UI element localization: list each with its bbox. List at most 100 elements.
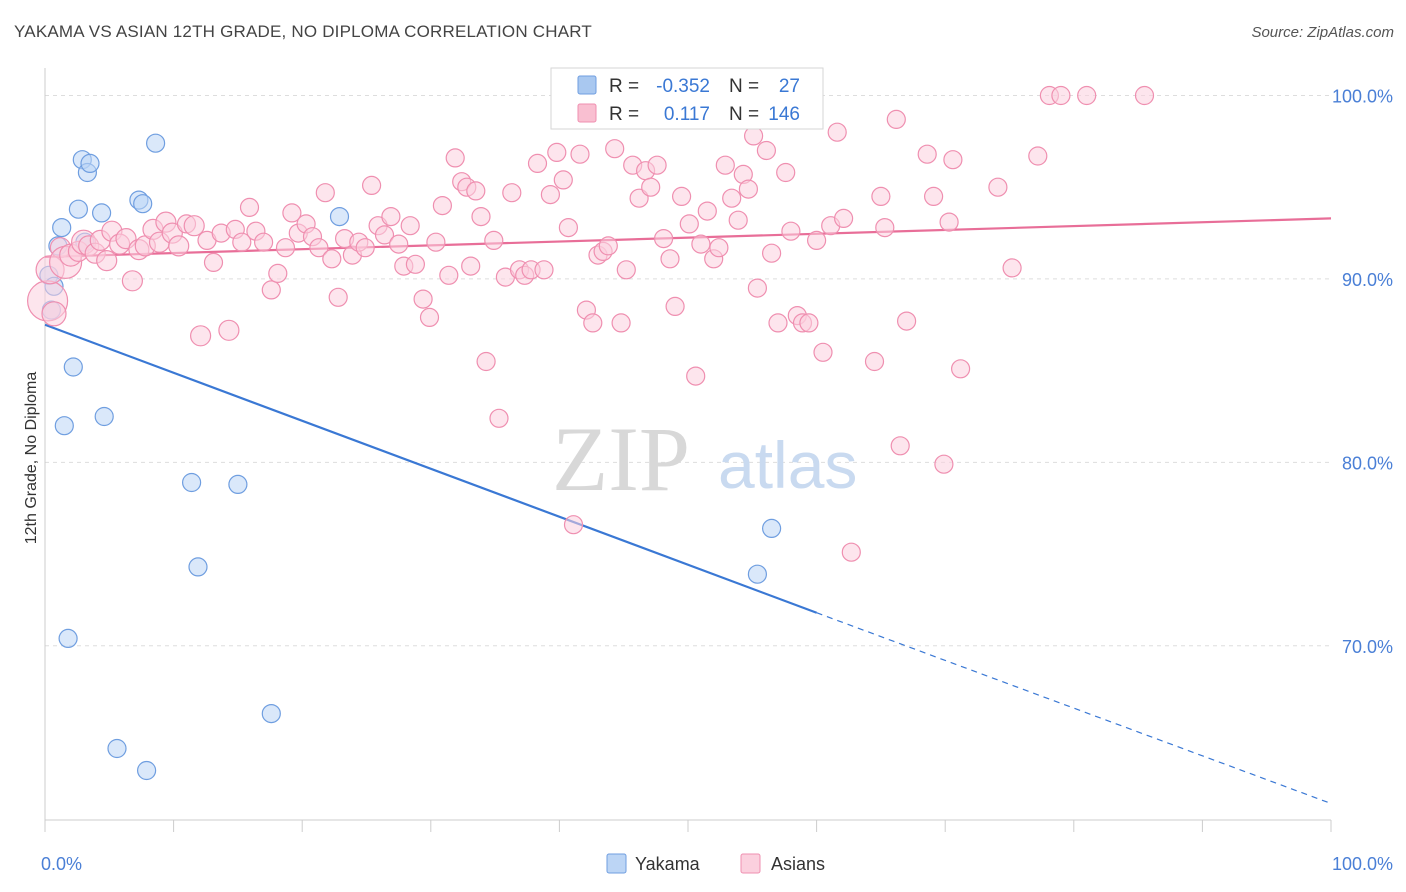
point-yakama-12 [80,153,100,173]
point-asians-102 [679,214,699,234]
point-asians-78 [534,260,554,280]
point-asians-61 [432,196,452,216]
point-asians-31 [232,232,252,252]
data-points [26,85,1155,781]
point-asians-84 [570,144,590,164]
point-asians-107 [709,238,729,258]
point-asians-35 [261,280,281,300]
point-yakama-25 [747,564,768,584]
point-asians-132 [886,109,906,130]
point-asians-29 [218,319,240,341]
point-asians-98 [653,229,674,249]
point-asians-130 [871,186,891,206]
trend-extension-yakama [816,612,1332,805]
point-asians-105 [697,201,717,221]
point-asians-96 [641,177,661,197]
x-tick-label-0: 0.0% [41,854,82,874]
legend-label-asians[interactable]: Asians [771,854,825,874]
point-asians-94 [629,188,649,208]
point-yakama-19 [146,133,166,153]
stats-swatch-asians [577,103,597,123]
point-asians-117 [768,313,788,333]
chart-title: YAKAMA VS ASIAN 12TH GRADE, NO DIPLOMA C… [14,22,593,41]
point-asians-66 [461,256,481,276]
point-yakama-26 [761,518,782,539]
point-asians-109 [722,188,742,208]
watermark-atlas: atlas [718,428,857,502]
point-yakama-5 [54,416,74,436]
point-asians-25 [190,325,212,347]
point-asians-110 [728,210,748,230]
point-asians-116 [761,243,782,263]
point-asians-80 [547,142,567,162]
stats-r-label-yakama: R = [609,76,639,97]
stats-n-value-asians: 146 [768,104,800,125]
point-asians-135 [917,144,937,164]
point-asians-2 [41,301,67,327]
point-asians-77 [527,153,548,173]
point-asians-82 [558,218,579,238]
watermark: ZIP atlas [552,408,857,510]
point-asians-32 [239,197,260,217]
point-yakama-7 [63,357,83,377]
point-asians-103 [686,366,706,386]
point-yakama-23 [261,703,281,724]
stats-n-value-yakama: 27 [779,76,800,97]
point-asians-140 [950,359,971,379]
point-yakama-6 [58,628,78,649]
point-asians-49 [355,238,375,258]
y-tick-label-3: 70.0% [1342,637,1393,657]
watermark-zip: ZIP [552,408,690,510]
point-asians-122 [799,313,819,333]
point-asians-38 [282,203,302,223]
stats-swatch-yakama [577,75,597,95]
point-asians-134 [896,311,917,331]
stats-n-label-yakama: N = [729,76,759,97]
stats-r-value-asians: 0.117 [664,104,710,125]
point-asians-24 [183,215,205,237]
point-asians-15 [121,270,143,292]
point-asians-37 [275,238,296,258]
point-asians-71 [489,408,509,428]
point-asians-146 [1077,85,1097,106]
legend-swatch-asians[interactable] [740,853,761,874]
legend-label-yakama[interactable]: Yakama [635,854,701,874]
stats-box: R = -0.352 N = 27 R = 0.117 N = 146 [550,67,824,130]
point-yakama-14 [94,406,114,427]
stats-n-label-asians: N = [729,104,759,125]
point-asians-97 [647,155,667,175]
point-asians-52 [374,225,395,245]
point-asians-60 [426,232,446,252]
point-yakama-21 [188,557,208,577]
stats-r-label-asians: R = [609,104,639,125]
point-asians-141 [988,177,1008,197]
point-asians-54 [389,234,409,254]
point-asians-101 [671,186,692,206]
point-asians-136 [923,186,944,206]
point-asians-53 [381,207,401,227]
point-asians-124 [813,342,833,362]
y-tick-label-1: 90.0% [1342,270,1393,290]
point-asians-114 [747,278,768,298]
point-asians-27 [203,252,224,272]
point-asians-36 [268,263,288,283]
point-asians-59 [419,307,440,327]
point-asians-68 [471,207,491,227]
point-asians-89 [598,236,618,256]
point-asians-118 [776,162,796,183]
legend-swatch-yakama[interactable] [606,853,627,874]
point-yakama-17 [133,194,153,214]
point-asians-100 [665,296,685,316]
series-asians [26,85,1155,562]
point-asians-92 [616,260,636,280]
point-asians-112 [738,179,759,199]
point-yakama-22 [228,474,248,494]
point-asians-104 [691,234,711,254]
point-asians-43 [315,183,335,203]
point-asians-42 [309,238,329,258]
point-yakama-4 [52,218,72,238]
point-asians-139 [943,150,963,170]
point-asians-67 [466,181,486,201]
point-asians-58 [413,289,433,309]
